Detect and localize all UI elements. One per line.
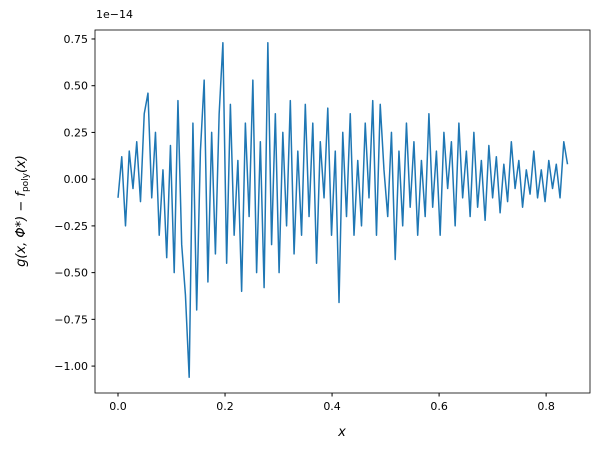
y-tick-label: 0.50	[64, 80, 89, 93]
y-offset-label: 1e−14	[96, 8, 133, 21]
x-tick-label: 0.4	[323, 400, 341, 413]
y-tick-label: 0.25	[64, 126, 89, 139]
y-label-main: g(x, Φ*) − f	[14, 190, 29, 267]
x-tick-label: 0.2	[216, 400, 234, 413]
y-tick-label: 0.00	[64, 173, 89, 186]
axes-frame	[94, 29, 591, 394]
y-label-sub: poly	[21, 172, 31, 192]
x-axis-label: x	[337, 425, 346, 440]
y-tick-label: −0.75	[54, 313, 88, 326]
y-tick-label: 0.75	[64, 33, 89, 46]
x-tick-label: 0.8	[537, 400, 555, 413]
y-tick-label: −1.00	[54, 360, 88, 373]
x-tick-label: 0.0	[109, 400, 127, 413]
data-line	[117, 41, 569, 379]
y-tick-label: −0.25	[54, 220, 88, 233]
x-tick-label: 0.6	[430, 400, 448, 413]
y-axis-label: g(x, Φ*) − fpoly(x)	[14, 155, 31, 267]
y-tick-label: −0.50	[54, 267, 88, 280]
y-label-tail: (x)	[14, 155, 29, 173]
